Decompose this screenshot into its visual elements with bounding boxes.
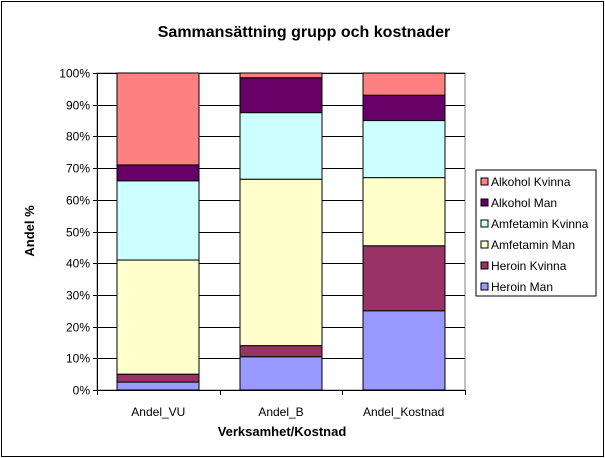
bar-segment-andel-kostnad-amfetamin-man [362,177,446,247]
legend-swatch-heroin-man [480,282,489,291]
bar-segment-andel-b-alkohol-kvinna [239,72,323,79]
legend-swatch-alkohol-man [480,198,489,207]
bar-segment-andel-kostnad-alkohol-man [362,94,446,122]
legend-label-amfetamin-kvinna: Amfetamin Kvinna [491,217,589,231]
y-tick-label: 10% [66,352,90,366]
bar-segment-andel-vu-amfetamin-kvinna [116,180,200,261]
bar-segment-andel-b-amfetamin-man [239,178,323,347]
bar-segment-andel-kostnad-heroin-man [362,310,446,391]
bar-segment-andel-vu-amfetamin-man [116,259,200,375]
legend-swatch-amfetamin-man [480,240,489,249]
bar-segment-andel-b-amfetamin-kvinna [239,112,323,180]
bar-segment-andel-vu-heroin-kvinna [116,373,200,383]
legend: Alkohol Kvinna Alkohol Man Amfetamin Kvinn… [475,169,597,297]
y-tick-label: 20% [66,321,90,335]
legend-label-heroin-kvinna: Heroin Kvinna [491,259,567,273]
legend-label-amfetamin-man: Amfetamin Man [491,238,575,252]
x-tick-label: Andel_Kostnad [363,405,444,419]
y-tick-label: 50% [66,226,90,240]
y-tick-label: 70% [66,162,90,176]
bars [116,72,446,391]
chart-title: Sammansättning grupp och kostnader [158,24,450,41]
legend-swatch-alkohol-kvinna [480,177,489,186]
legend-swatch-amfetamin-kvinna [480,219,489,228]
bar-segment-andel-b-alkohol-man [239,77,323,114]
legend-label-alkohol-man: Alkohol Man [491,196,557,210]
bar-segment-andel-kostnad-heroin-kvinna [362,245,446,312]
y-tick-label: 100% [59,67,90,81]
bar-segment-andel-vu-heroin-man [116,381,200,391]
y-tick-label: 0% [73,384,91,398]
y-tick-label: 40% [66,257,90,271]
legend-swatch-heroin-kvinna [480,261,489,270]
axes: 0% 10% 20% 30% 40% 50% 60% 70% 80% 90% 100% Andel_V… [59,67,466,419]
x-axis-title: Verksamhet/Kostnad [218,424,347,439]
y-tick-label: 30% [66,289,90,303]
bar-segment-andel-b-heroin-kvinna [239,345,323,358]
y-tick-label: 90% [66,99,90,113]
y-tick-label: 80% [66,130,90,144]
bar-segment-andel-kostnad-alkohol-kvinna [362,72,446,96]
legend-label-heroin-man: Heroin Man [491,280,553,294]
bar-segment-andel-b-heroin-man [239,356,323,391]
bar-segment-andel-vu-alkohol-man [116,164,200,182]
legend-box [475,169,597,297]
y-tick-label: 60% [66,194,90,208]
y-axis-title: Andel % [22,205,37,257]
x-tick-label: Andel_B [258,405,303,419]
bar-segment-andel-vu-alkohol-kvinna [116,72,200,166]
bar-segment-andel-kostnad-amfetamin-kvinna [362,120,446,179]
x-tick-label: Andel_VU [131,405,185,419]
legend-label-alkohol-kvinna: Alkohol Kvinna [491,175,571,189]
